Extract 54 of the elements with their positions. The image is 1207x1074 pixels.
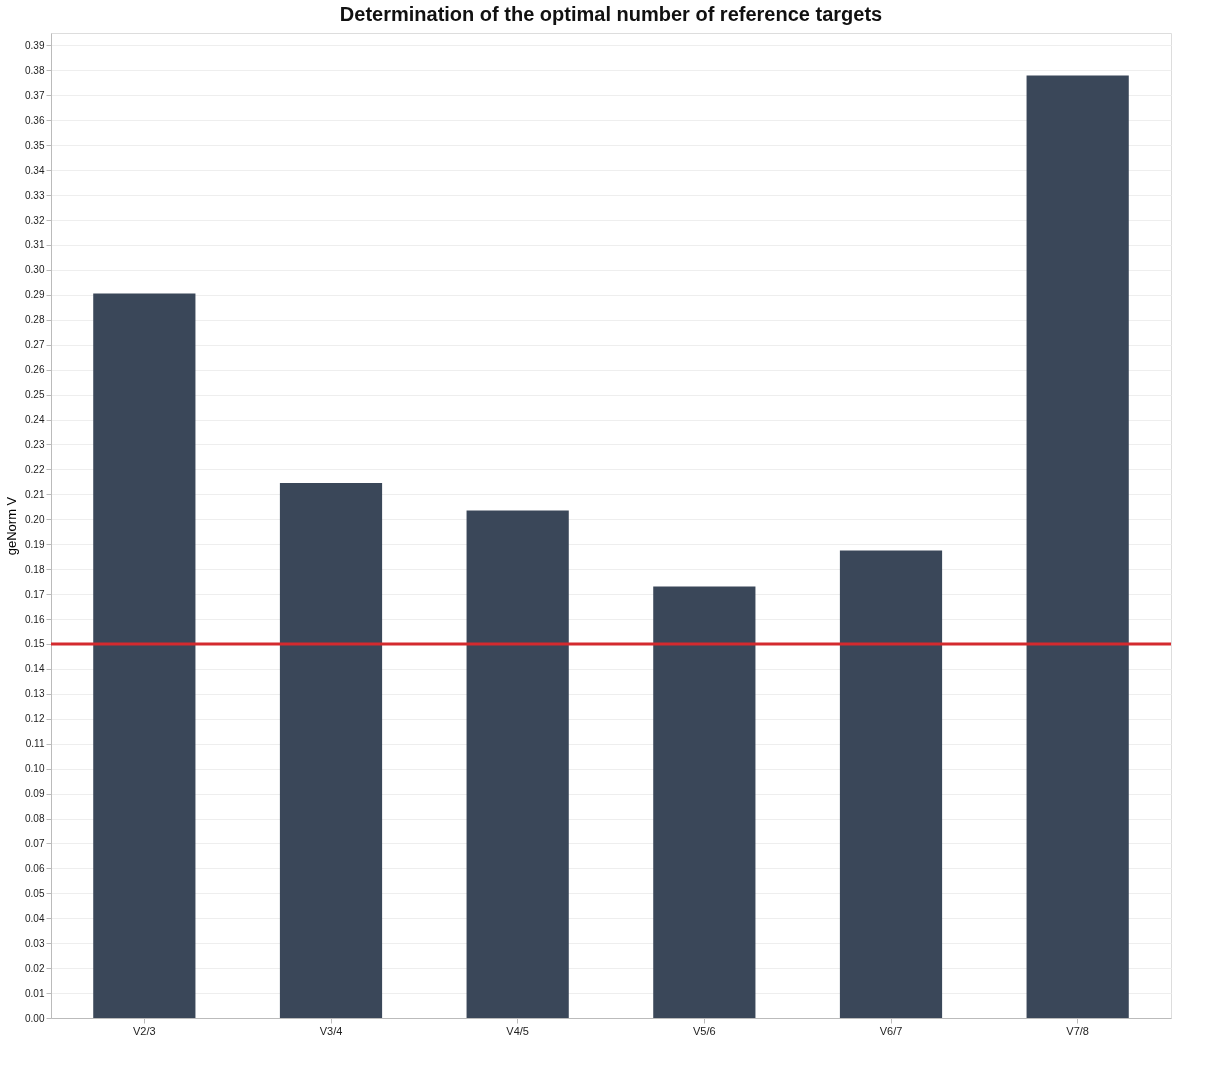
bar — [653, 586, 756, 1018]
bar — [279, 483, 383, 1018]
y-tick-label: 0.21 — [25, 488, 45, 500]
x-tick-label: V5/6 — [693, 1024, 716, 1037]
bar — [466, 510, 569, 1018]
y-tick-label: 0.30 — [25, 264, 45, 276]
y-tick-label: 0.36 — [25, 114, 45, 126]
y-tick-label: 0.00 — [25, 1012, 45, 1024]
y-tick-label: 0.26 — [25, 364, 45, 376]
y-axis-title: geNorm V — [4, 496, 20, 556]
y-tick-label: 0.01 — [25, 987, 45, 999]
chart-title: Determination of the optimal number of reference targets — [339, 3, 883, 25]
y-tick-label: 0.09 — [25, 788, 45, 800]
y-tick-label: 0.34 — [25, 164, 45, 176]
y-tick-label: 0.17 — [25, 588, 45, 600]
y-tick-label: 0.04 — [25, 912, 45, 924]
x-tick-label: V3/4 — [319, 1024, 343, 1037]
y-tick-label: 0.35 — [25, 139, 45, 151]
y-tick-label: 0.23 — [25, 438, 45, 450]
y-tick-label: 0.22 — [25, 463, 45, 475]
x-tick-label: V6/7 — [879, 1024, 903, 1037]
y-tick-label: 0.12 — [25, 713, 45, 725]
x-tick-label: V4/5 — [506, 1024, 529, 1037]
y-tick-label: 0.32 — [25, 214, 45, 226]
y-tick-label: 0.29 — [25, 289, 45, 301]
y-tick-label: 0.18 — [25, 563, 45, 575]
y-tick-label: 0.06 — [25, 862, 45, 874]
y-tick-label: 0.11 — [25, 738, 45, 750]
y-tick-label: 0.39 — [25, 39, 45, 51]
y-tick-label: 0.38 — [25, 64, 45, 76]
y-tick-label: 0.13 — [25, 688, 45, 700]
y-tick-label: 0.33 — [25, 189, 45, 201]
y-tick-label: 0.14 — [25, 663, 45, 675]
y-tick-label: 0.31 — [25, 239, 45, 251]
y-tick-label: 0.16 — [25, 613, 45, 625]
y-tick-label: 0.25 — [25, 389, 45, 401]
y-tick-label: 0.28 — [25, 314, 45, 326]
y-tick-label: 0.03 — [25, 937, 45, 949]
y-tick-label: 0.37 — [25, 89, 45, 101]
x-tick-label: V7/8 — [1066, 1024, 1089, 1037]
y-tick-label: 0.24 — [25, 414, 45, 426]
y-tick-label: 0.19 — [25, 538, 45, 550]
y-tick-label: 0.20 — [25, 513, 45, 525]
y-tick-label: 0.08 — [25, 813, 45, 825]
bar — [839, 550, 943, 1018]
y-tick-label: 0.05 — [25, 887, 45, 899]
y-tick-label: 0.27 — [25, 339, 45, 351]
x-tick-label: V2/3 — [133, 1024, 156, 1037]
y-tick-label: 0.15 — [25, 638, 45, 650]
bar — [1026, 75, 1129, 1018]
bar — [93, 293, 196, 1018]
y-tick-label: 0.10 — [25, 763, 45, 775]
y-tick-label: 0.02 — [25, 962, 45, 974]
y-tick-label: 0.07 — [25, 837, 45, 849]
